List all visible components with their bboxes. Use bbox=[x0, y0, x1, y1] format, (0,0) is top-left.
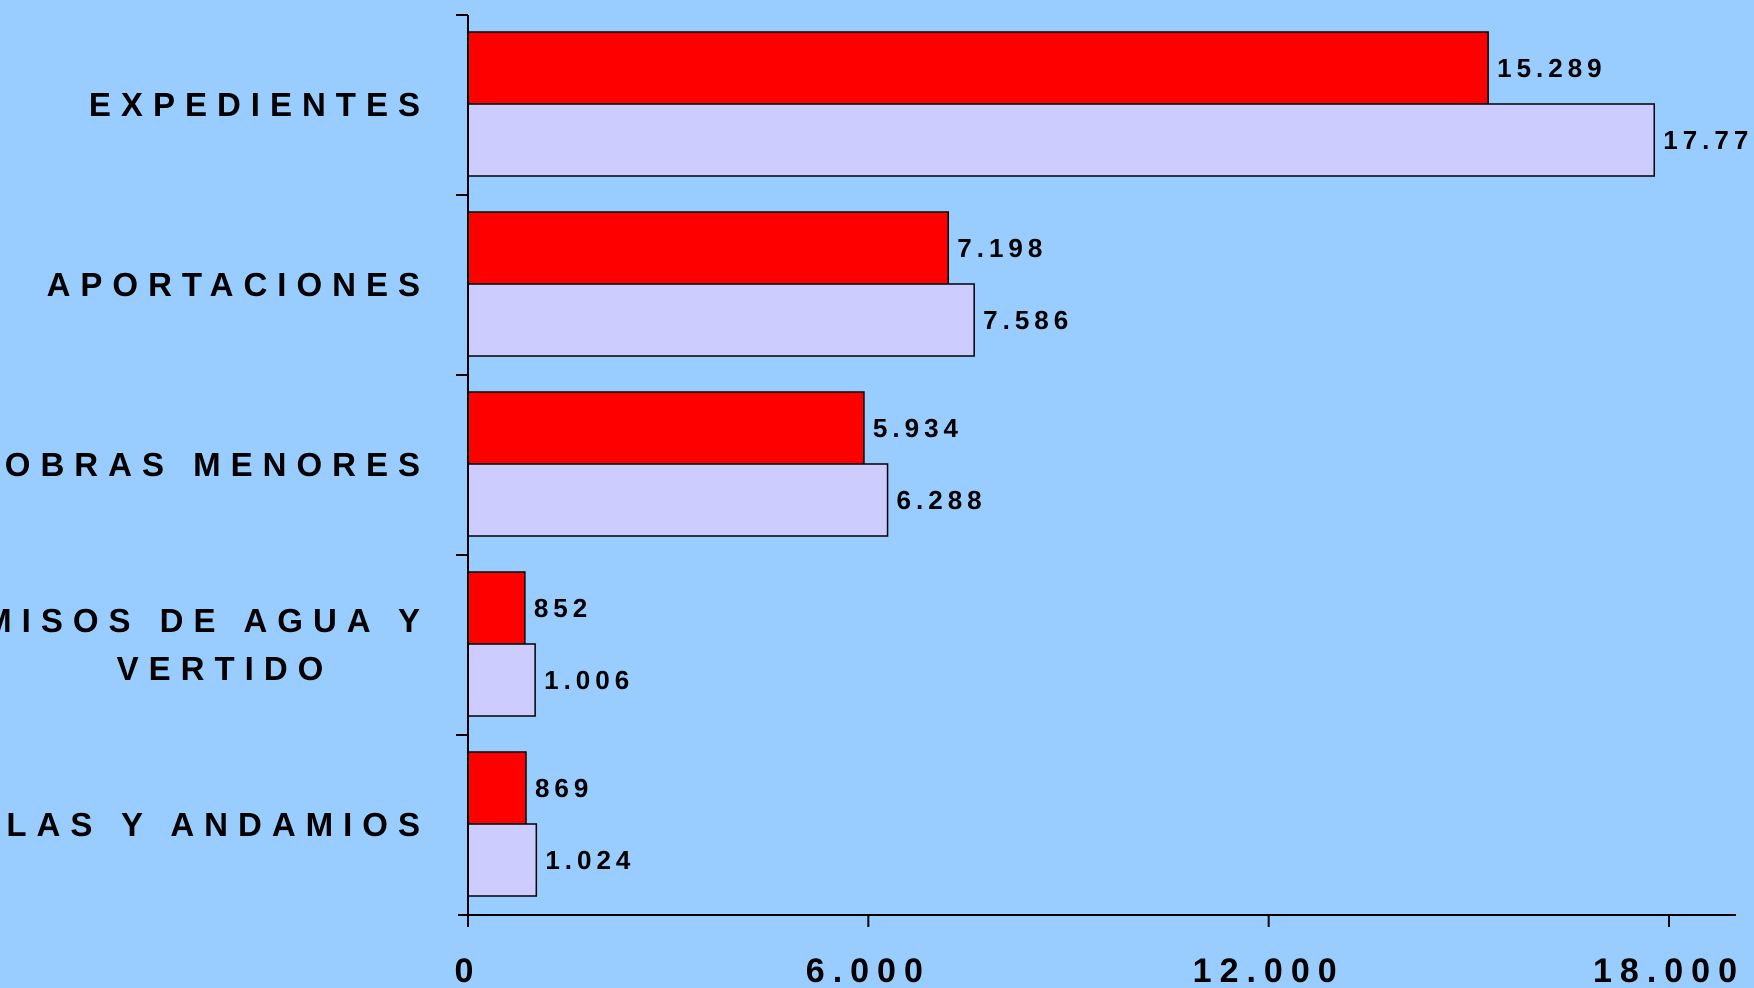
axes-group bbox=[456, 14, 1736, 927]
value-label-1-series-1: 7.586 bbox=[983, 305, 1073, 335]
x-tick-label-2: 12.000 bbox=[1193, 952, 1345, 988]
value-label-4-series-1: 1.024 bbox=[545, 845, 635, 875]
bar-4-series-0 bbox=[467, 751, 527, 825]
value-labels-group: 15.289 17.779 7.198 7.586 5.934 6.288 852 1.006… bbox=[534, 53, 1754, 875]
value-label-4-series-0: 869 bbox=[535, 773, 593, 803]
category-label-2: OBRAS MENORES bbox=[5, 446, 430, 483]
value-label-2-series-1: 6.288 bbox=[897, 485, 987, 515]
category-label-1: APORTACIONES bbox=[47, 266, 430, 303]
bar-0-series-0 bbox=[467, 31, 1489, 105]
category-label-3-line-1: VERTIDO bbox=[117, 650, 334, 687]
value-label-2-series-0: 5.934 bbox=[873, 413, 963, 443]
bar-2-series-1 bbox=[467, 463, 889, 537]
value-label-3-series-1: 1.006 bbox=[544, 665, 634, 695]
category-label-0: EXPEDIENTES bbox=[89, 86, 430, 123]
value-label-0-series-1: 17.779 bbox=[1663, 125, 1754, 155]
bar-3-series-0 bbox=[467, 571, 526, 645]
category-labels-group: EXPEDIENTES APORTACIONES OBRAS MENORES PERM… bbox=[0, 86, 430, 843]
tick-labels-group: 0 6.000 12.000 18.000 bbox=[455, 952, 1745, 988]
bar-3-series-1 bbox=[467, 643, 536, 717]
value-label-1-series-0: 7.198 bbox=[957, 233, 1047, 263]
bar-1-series-1 bbox=[467, 283, 975, 357]
category-label-3-line-0: PERMISOS DE AGUA Y bbox=[0, 602, 430, 639]
bar-4-series-1 bbox=[467, 823, 538, 897]
x-tick-label-3: 18.000 bbox=[1593, 952, 1745, 988]
value-label-3-series-0: 852 bbox=[534, 593, 592, 623]
x-tick-label-1: 6.000 bbox=[806, 952, 931, 988]
bar-0-series-1 bbox=[467, 103, 1656, 177]
value-label-0-series-0: 15.289 bbox=[1497, 53, 1607, 83]
x-tick-label-0: 0 bbox=[455, 952, 482, 988]
bars-group bbox=[467, 31, 1656, 897]
bar-2-series-0 bbox=[467, 391, 865, 465]
bar-1-series-0 bbox=[467, 211, 950, 285]
category-label-4: VALLAS Y ANDAMIOS bbox=[0, 806, 430, 843]
